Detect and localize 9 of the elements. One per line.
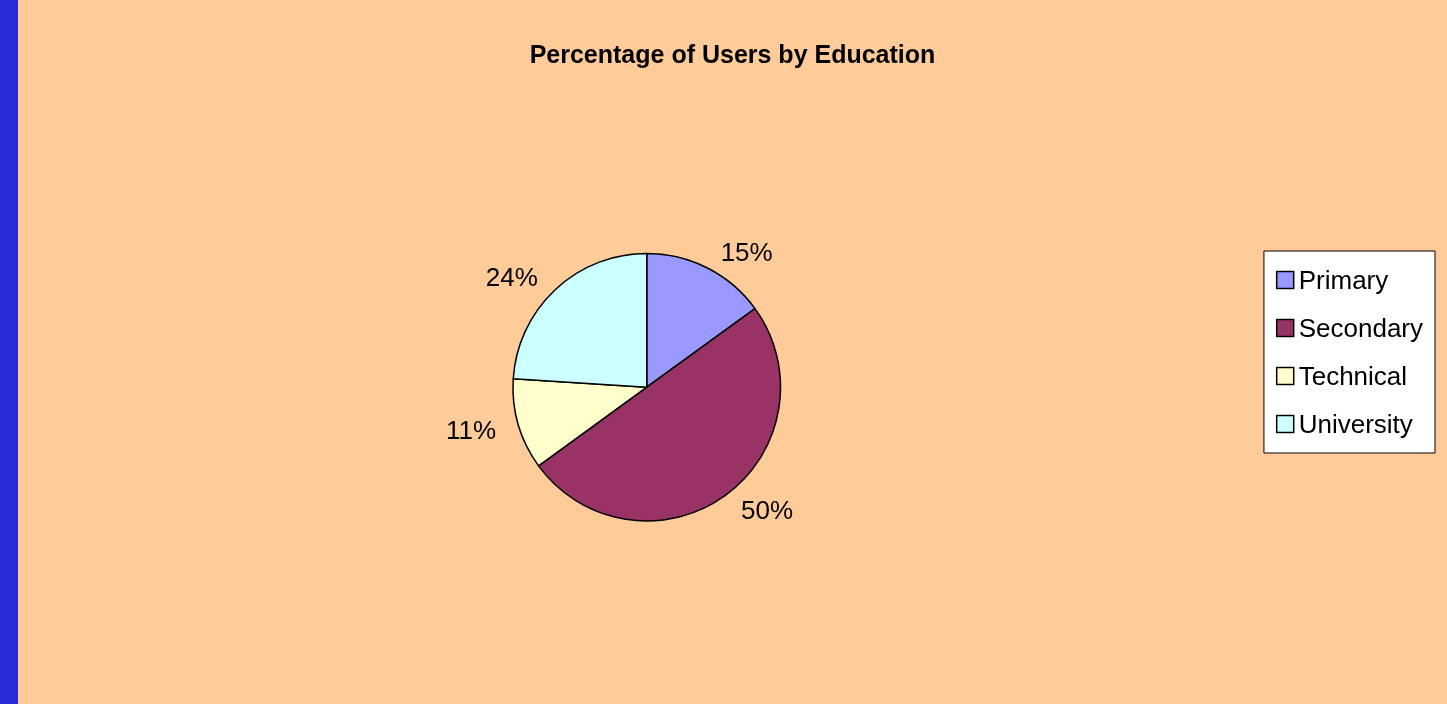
data-label: 11% [445, 414, 497, 445]
legend-label: Technical [1298, 361, 1408, 391]
chart-title: Percentage of Users by Education [529, 39, 936, 68]
data-label: 15% [720, 236, 773, 267]
legend-label: Primary [1298, 265, 1389, 295]
data-label: 50% [740, 494, 794, 525]
data-label: 24% [485, 261, 538, 292]
legend-label: University [1298, 409, 1413, 439]
legend-label: Secondary [1298, 313, 1424, 343]
